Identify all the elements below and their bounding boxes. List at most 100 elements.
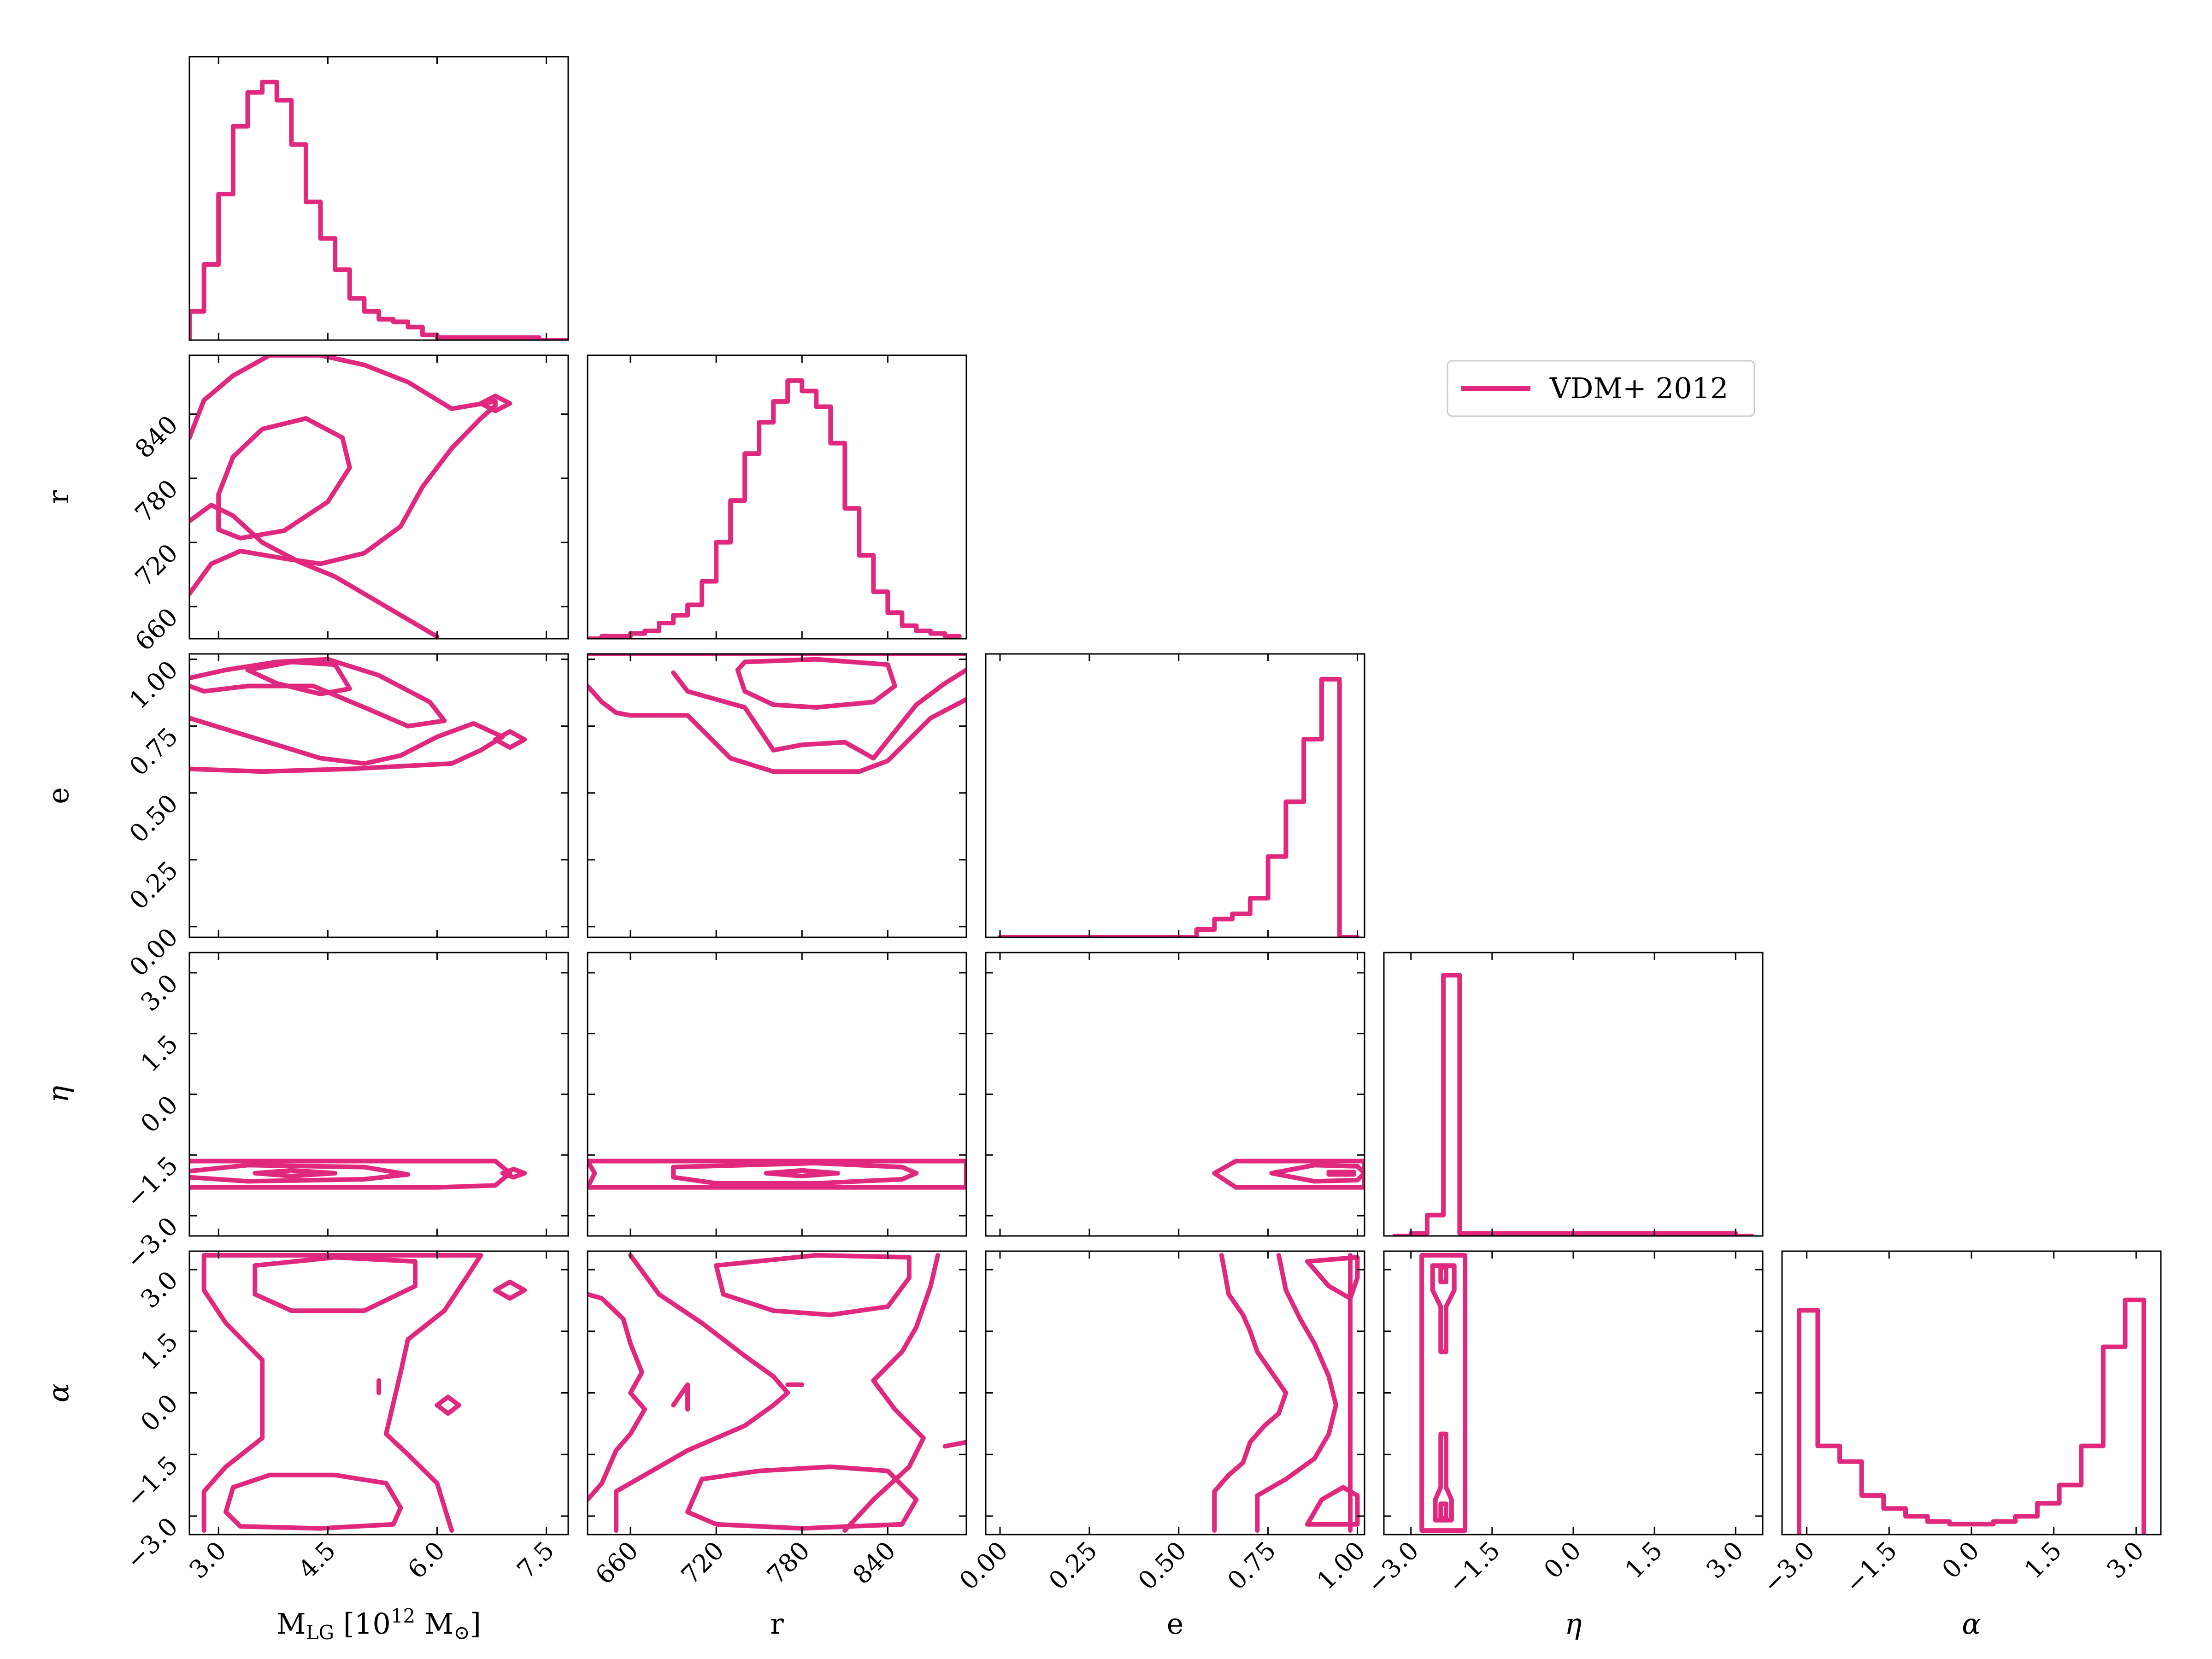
contour-alpha-r-7 [942,1440,966,1449]
panel-frame [188,354,569,640]
contour-alpha-r-3 [714,1253,912,1318]
y-tick-label: −3.0 [120,1212,183,1275]
x-axis-label-alpha: α [1962,1607,1981,1641]
y-axis-label-eta: η [41,1086,75,1103]
panel-frame [985,653,1365,938]
y-axis-label-r: r [41,490,75,504]
histogram-eta [1392,973,1754,1236]
contour-e-M-3 [493,729,527,750]
contour-alpha-e-0 [1212,1253,1288,1533]
y-tick-label: 0.50 [124,788,184,848]
contour-alpha-eta-1 [1430,1263,1457,1354]
contour-eta-e-0 [1212,1159,1365,1190]
contour-alpha-e-1 [1255,1253,1338,1533]
y-tick-label: 1.5 [135,1327,183,1375]
x-tick-label: −3.0 [1757,1536,1820,1599]
panel-alpha-vs-eta: −3.0 −1.5 0.0 1.5 3.0 [1361,1250,1764,1599]
contour-eta-r-2 [764,1168,840,1178]
panel-alpha-vs-r: 660 720 780 840 [587,1250,967,1590]
panel-eta-vs-r [587,952,967,1237]
y-tick-label: −1.5 [120,1151,183,1214]
contour-e-r-0 [588,683,966,774]
x-tick-label: 0.0 [1936,1536,1985,1584]
y-tick-label: 780 [129,474,183,528]
contour-r-M-1 [189,355,498,596]
panel-content [189,355,512,639]
contour-r-M-3 [478,394,512,413]
y-tick-label: −1.5 [120,1450,183,1513]
x-axis-label-e: e [1167,1607,1184,1641]
contour-alpha-eta-4 [1438,1501,1448,1521]
panel-content [588,378,962,639]
y-tick-label: −3.0 [120,1512,183,1575]
panel-content [1212,1159,1365,1190]
x-tick-label: 660 [590,1536,644,1590]
panel-alpha-vs-alpha: −3.0 −1.5 0.0 1.5 3.0 [1757,1250,2162,1599]
panel-content [201,1253,527,1533]
y-tick-label: 0.25 [124,855,184,915]
y-axis-label-e: e [41,787,75,804]
panel-content [998,677,1360,937]
contour-eta-M-0 [189,1159,512,1190]
panel-frame [587,354,967,640]
panel-content [1212,1253,1360,1533]
x-tick-label: 840 [847,1536,901,1590]
contour-alpha-r-5 [671,1382,690,1412]
x-tick-label: 780 [761,1536,815,1590]
contour-eta-M-3 [500,1167,527,1180]
x-tick-label: 0.50 [1132,1536,1192,1596]
contour-alpha-M-3 [493,1279,527,1301]
contour-alpha-M-4 [435,1394,461,1416]
contour-e-r-2 [735,657,897,710]
histogram-e [998,677,1360,937]
x-tick-label: 1.00 [1311,1536,1371,1596]
panel-eta-vs-e [985,952,1365,1237]
y-tick-label: 0.75 [124,722,184,782]
panel-r-vs-M: 660 720 780 840 [129,354,569,656]
contour-alpha-eta-0 [1419,1253,1468,1533]
histogram-alpha [1796,1297,2147,1535]
panel-eta-vs-M: −3.0−1.50.01.53.0 [120,952,569,1275]
contour-eta-r-0 [588,1159,966,1190]
panel-content [1796,1297,2147,1535]
panel-content [588,1159,966,1190]
panel-frame [985,952,1365,1237]
contour-alpha-r-0 [614,1253,790,1533]
panel-frame [587,653,967,938]
panel-alpha-vs-M: 3.0 4.5 6.0 7.5−3.0−1.50.01.53.0 [120,1250,569,1584]
contour-e-M-0 [189,716,505,774]
y-tick-label: 0.00 [124,922,184,982]
panel-content [588,1253,966,1533]
x-tick-label: 1.5 [1619,1536,1668,1584]
x-tick-label: 6.0 [402,1536,450,1584]
contour-eta-e-1 [1269,1163,1365,1184]
contour-alpha-M-0 [201,1253,483,1533]
contour-alpha-M-1 [224,1472,403,1531]
panel-alpha-vs-e: 0.00 0.25 0.50 0.75 1.00 [954,1250,1371,1596]
panel-content [588,654,966,774]
contour-alpha-eta-3 [1438,1265,1448,1284]
contour-alpha-eta-2 [1433,1431,1454,1523]
x-tick-label: 1.5 [2019,1536,2067,1584]
panel-content [1392,973,1754,1236]
y-tick-label: 1.5 [135,1029,183,1077]
panel-content [189,79,568,340]
contour-eta-M-1 [189,1163,411,1184]
x-tick-label: 720 [676,1536,729,1590]
contour-alpha-M-2 [253,1255,418,1313]
x-tick-label: −1.5 [1839,1536,1902,1599]
contour-eta-e-2 [1326,1170,1356,1177]
contour-alpha-r-4 [588,1292,647,1502]
x-tick-label: 0.25 [1043,1536,1103,1596]
panel-content [189,1159,527,1190]
y-tick-label: 0.0 [135,1388,183,1437]
contour-eta-M-2 [253,1168,338,1178]
x-tick-label: 4.5 [293,1536,341,1584]
contour-eta-r-1 [671,1160,919,1186]
x-axis-label-r: r [770,1607,784,1641]
panel-frame [188,653,569,938]
x-tick-label: 3.0 [183,1536,232,1584]
x-tick-label: 7.5 [511,1536,559,1584]
panel-eta-vs-eta [1383,952,1764,1237]
panel-frame [587,952,967,1237]
